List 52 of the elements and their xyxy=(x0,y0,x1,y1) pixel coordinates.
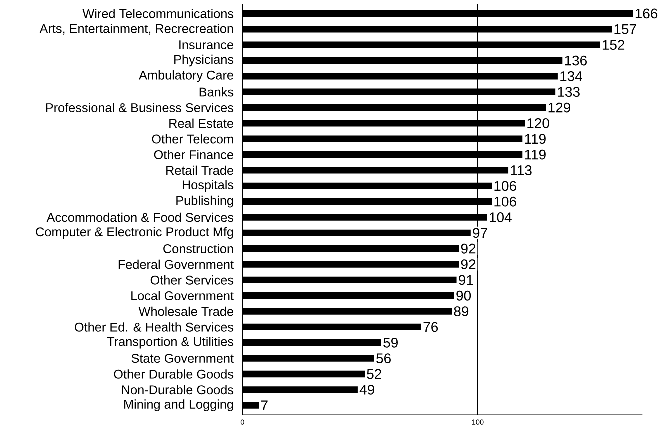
data-label: 76 xyxy=(424,322,438,332)
data-label: 92 xyxy=(461,244,476,254)
data-label: 113 xyxy=(511,166,532,176)
y-tick-label: Construction xyxy=(164,244,234,254)
y-tick-label: Wired Telecommunications xyxy=(82,9,234,18)
data-label: 104 xyxy=(490,212,512,222)
y-tick-label: Physicians xyxy=(174,54,234,67)
data-label: 166 xyxy=(636,8,658,19)
y-tick-label: Hospitals xyxy=(182,180,234,192)
y-tick-label: Publishing xyxy=(176,196,234,208)
data-label: 52 xyxy=(367,369,382,380)
y-tick-label: Accommodation & Food Services xyxy=(46,212,234,222)
y-tick-label: Local Government xyxy=(132,291,234,301)
y-tick-label: Other Services xyxy=(150,276,234,285)
y-tick-label: Other Finance xyxy=(154,150,234,160)
data-label: 97 xyxy=(473,228,488,238)
y-tick-label: Federal Government xyxy=(118,260,234,270)
data-label: 106 xyxy=(494,181,516,192)
y-tick-label: Insurance xyxy=(180,40,234,50)
data-label: 129 xyxy=(548,102,570,113)
data-label: 89 xyxy=(454,306,469,317)
data-label: 119 xyxy=(525,134,546,144)
y-tick-label: Computer & Electronic Product Mfg xyxy=(36,227,234,240)
y-tick-label: Arts, Entertainment, Recrecreation xyxy=(40,24,234,35)
data-label: 56 xyxy=(376,354,391,364)
data-label: 152 xyxy=(602,40,625,50)
y-tick-label: Non-Durable Goods xyxy=(122,385,234,395)
y-tick-label: Professional & Business Services xyxy=(46,103,234,112)
y-tick-label: Transportion & Utilities xyxy=(107,336,234,349)
data-label: 59 xyxy=(384,338,398,348)
data-label: 120 xyxy=(528,118,550,128)
y-tick-label: Retail Trade xyxy=(166,166,234,176)
y-tick-label: Other Telecom xyxy=(152,134,234,144)
y-tick-label: Banks xyxy=(200,87,234,97)
data-label: 90 xyxy=(456,290,472,301)
data-label: 133 xyxy=(558,87,580,98)
data-label: 91 xyxy=(459,275,474,286)
y-tick-label: Other Durable Goods xyxy=(114,370,234,379)
y-tick-label: Mining and Logging xyxy=(124,400,234,412)
data-label: 136 xyxy=(565,56,587,66)
data-label: 119 xyxy=(525,150,546,160)
y-tick-label: Other Ed. & Health Services xyxy=(75,322,234,332)
y-tick-label: Real Estate xyxy=(170,118,234,128)
y-tick-label: Ambulatory Care xyxy=(139,70,234,82)
data-label: 92 xyxy=(461,260,476,270)
data-label: 157 xyxy=(614,24,636,34)
y-tick-label: State Government xyxy=(132,354,234,364)
data-label: 134 xyxy=(560,71,582,82)
data-label: 49 xyxy=(360,384,374,395)
data-label: 106 xyxy=(494,196,516,207)
data-label: 7 xyxy=(261,400,268,410)
y-tick-label: Wholesale Trade xyxy=(138,306,234,316)
